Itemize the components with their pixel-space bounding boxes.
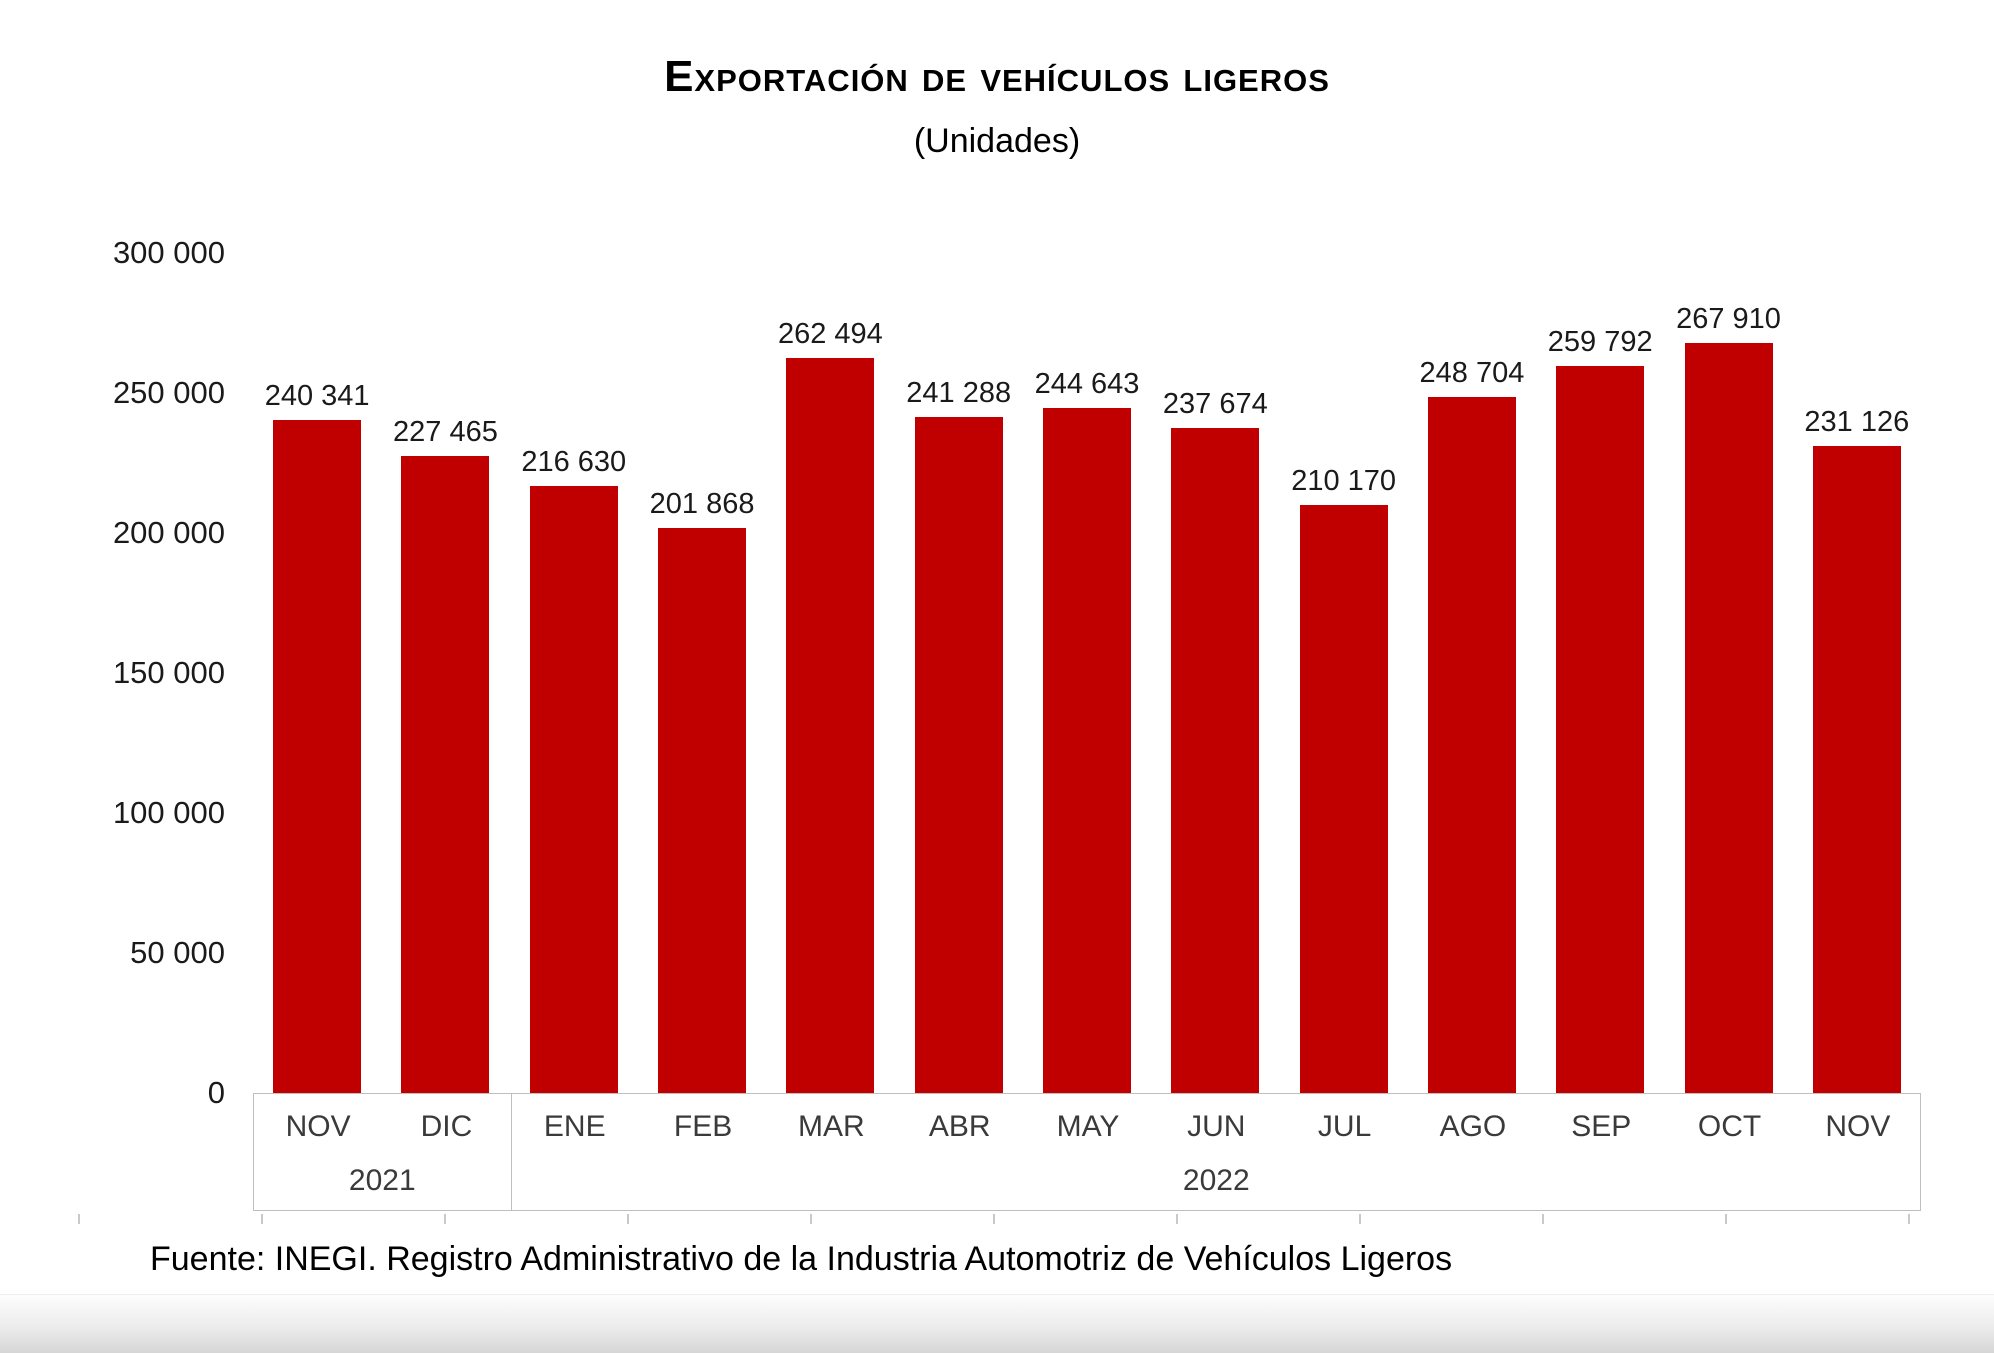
y-axis-label: 100 000 [112,795,225,830]
axis-tick [993,1214,995,1224]
y-axis-label: 200 000 [112,515,225,550]
axis-tick [1542,1214,1544,1224]
x-axis-year-label: 2021 [348,1164,416,1197]
x-axis-box: NOV DIC ENE FEB MAR ABR MAY JUN JUL AGO SEP OCT NOV 2… [253,1093,1921,1211]
bar [529,486,618,1093]
axis-tick [78,1214,80,1224]
bar-value-label: 210 170 [1291,464,1397,497]
plot-area: 240 341 227 465 216 630 201 868 262 494 241 2… [253,253,1921,1093]
bar-value-label: 267 910 [1676,302,1781,335]
y-axis-label: 0 [207,1075,225,1110]
x-axis-month-label: ENE [543,1110,606,1143]
x-axis-month-label: SEP [1571,1110,1632,1143]
bar [1556,365,1645,1093]
axis-ticks [0,1212,1994,1224]
chart-title: Exportación de vehículos ligeros [664,52,1330,101]
axis-tick [1359,1214,1361,1224]
bar-value-label: 248 704 [1419,356,1525,389]
axis-tick [810,1214,812,1224]
bar-value-label: 237 674 [1162,387,1268,420]
x-axis-month-label: ABR [928,1110,991,1143]
bar [1043,408,1131,1093]
window-bottom-edge [0,1294,1994,1353]
x-axis-month-label: FEB [673,1110,733,1143]
bar-value-label: 244 643 [1034,367,1140,400]
year-divider [510,1094,512,1210]
bar-value-label: 241 288 [906,377,1012,410]
x-axis-month-label: AGO [1439,1110,1507,1143]
x-axis-month-label: MAR [798,1110,865,1143]
bar [914,417,1003,1093]
x-axis-month-label: NOV [1825,1110,1891,1143]
x-axis-month-label: DIC [420,1110,473,1143]
bar [786,358,875,1093]
bar [1427,396,1516,1093]
x-axis-year-label: 2022 [1182,1164,1250,1197]
bar [1684,342,1773,1093]
y-axis-label: 250 000 [112,375,225,410]
x-axis-month-label: NOV [285,1110,351,1143]
bar-value-label: 259 792 [1547,325,1653,358]
bar [1812,445,1901,1093]
bar-value-label: 262 494 [777,318,883,351]
y-axis-label: 150 000 [112,655,225,690]
x-axis-month-label: JUL [1317,1110,1372,1143]
x-axis-month-label: JUN [1187,1110,1246,1143]
bar [401,456,490,1093]
axis-tick [1725,1214,1727,1224]
axis-tick [1908,1214,1910,1224]
y-axis-label: 50 000 [130,935,225,970]
bar [273,420,362,1093]
bar-value-label: 201 868 [649,487,755,520]
axis-tick [261,1214,263,1224]
bar-value-label: 240 341 [264,380,370,413]
axis-tick [1176,1214,1178,1224]
bar [1171,427,1260,1093]
axis-tick [444,1214,446,1224]
bar-value-label: 216 630 [521,446,627,479]
y-axis-label: 300 000 [112,235,225,270]
source-note: Fuente: INEGI. Registro Administrativo d… [150,1240,1453,1278]
axis-tick [627,1214,629,1224]
x-axis-month-label: OCT [1697,1110,1762,1143]
bar [658,527,747,1093]
x-axis-month-label: MAY [1056,1110,1120,1143]
chart-subtitle: (Unidades) [913,122,1081,160]
bar-value-label: 227 465 [393,416,498,449]
y-axis: 0 50 000 100 000 150 000 200 000 250 000 300 0… [60,235,225,1110]
bar-value-label: 231 126 [1804,405,1910,438]
bar [1299,504,1388,1093]
